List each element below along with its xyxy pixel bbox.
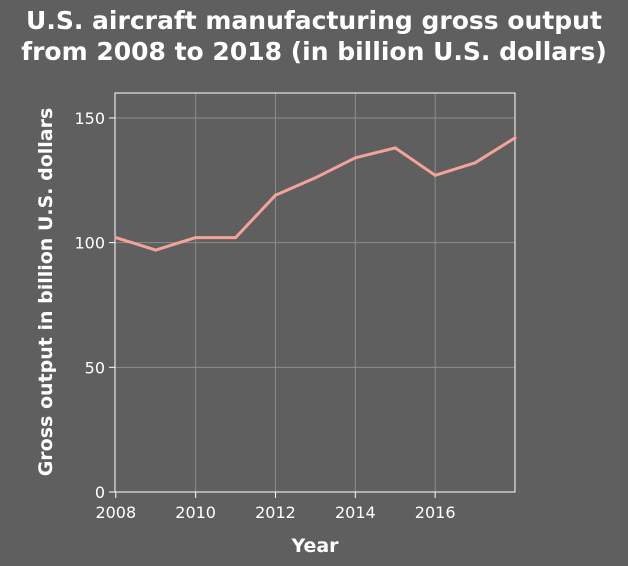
data-point bbox=[114, 236, 118, 240]
y-tick-label: 150 bbox=[74, 109, 105, 128]
data-point bbox=[433, 173, 437, 177]
data-point bbox=[234, 236, 238, 240]
tick-labels: 2008 2010 2012 2014 2016 0 50 100 150 bbox=[74, 109, 455, 522]
chart-title-line-1: U.S. aircraft manufacturing gross output bbox=[26, 6, 602, 35]
data-point bbox=[393, 146, 397, 150]
x-axis-label: Year bbox=[290, 535, 339, 557]
y-axis-label: Gross output in billion U.S. dollars bbox=[35, 108, 57, 477]
x-tick-label: 2016 bbox=[415, 503, 456, 522]
data-point bbox=[154, 248, 158, 252]
series bbox=[114, 136, 517, 252]
data-point bbox=[194, 236, 198, 240]
chart-title-line-2: from 2008 to 2018 (in billion U.S. dolla… bbox=[21, 37, 607, 66]
data-point bbox=[513, 136, 517, 140]
y-tick-label: 0 bbox=[95, 483, 105, 502]
y-tick-label: 100 bbox=[74, 234, 105, 253]
data-point bbox=[473, 161, 477, 165]
plot-frame bbox=[114, 92, 516, 493]
axes bbox=[109, 92, 516, 498]
x-tick-label: 2012 bbox=[255, 503, 296, 522]
y-tick-label: 50 bbox=[85, 358, 105, 377]
grid bbox=[115, 93, 515, 492]
data-point bbox=[273, 193, 277, 197]
x-tick-label: 2008 bbox=[95, 503, 136, 522]
x-tick-label: 2014 bbox=[335, 503, 376, 522]
series-line bbox=[114, 136, 517, 252]
data-point bbox=[313, 176, 317, 180]
x-tick-label: 2010 bbox=[175, 503, 216, 522]
data-point bbox=[353, 156, 357, 160]
